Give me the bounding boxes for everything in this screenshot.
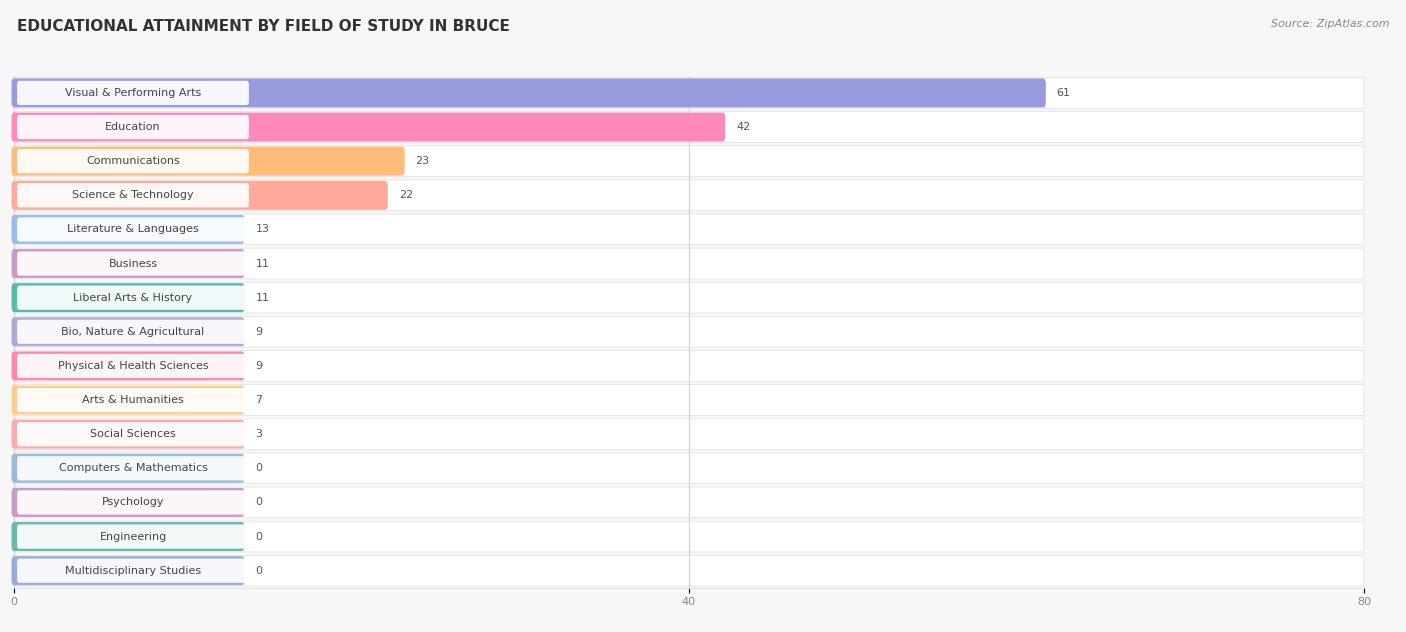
Text: 23: 23 [416,156,430,166]
FancyBboxPatch shape [17,490,249,514]
FancyBboxPatch shape [14,248,1364,279]
FancyBboxPatch shape [14,556,1364,586]
Text: 7: 7 [256,395,263,405]
FancyBboxPatch shape [14,214,1364,245]
Text: Business: Business [108,258,157,269]
FancyBboxPatch shape [14,283,1364,313]
FancyBboxPatch shape [14,180,1364,210]
FancyBboxPatch shape [17,354,249,378]
Text: 9: 9 [256,361,263,371]
FancyBboxPatch shape [17,217,249,241]
FancyBboxPatch shape [11,147,405,176]
Text: Multidisciplinary Studies: Multidisciplinary Studies [65,566,201,576]
FancyBboxPatch shape [11,283,245,312]
FancyBboxPatch shape [14,453,1364,483]
FancyBboxPatch shape [11,78,1046,107]
Text: Computers & Mathematics: Computers & Mathematics [59,463,208,473]
FancyBboxPatch shape [11,351,245,380]
FancyBboxPatch shape [17,286,249,310]
FancyBboxPatch shape [11,386,245,415]
Text: 42: 42 [737,122,751,132]
Text: Source: ZipAtlas.com: Source: ZipAtlas.com [1271,19,1389,29]
Text: Visual & Performing Arts: Visual & Performing Arts [65,88,201,98]
Text: Physical & Health Sciences: Physical & Health Sciences [58,361,208,371]
FancyBboxPatch shape [17,525,249,549]
Text: Engineering: Engineering [100,532,167,542]
FancyBboxPatch shape [14,112,1364,142]
Text: Liberal Arts & History: Liberal Arts & History [73,293,193,303]
FancyBboxPatch shape [11,556,245,585]
Text: Bio, Nature & Agricultural: Bio, Nature & Agricultural [62,327,205,337]
Text: Education: Education [105,122,160,132]
Text: 11: 11 [256,258,270,269]
Text: EDUCATIONAL ATTAINMENT BY FIELD OF STUDY IN BRUCE: EDUCATIONAL ATTAINMENT BY FIELD OF STUDY… [17,19,510,34]
FancyBboxPatch shape [14,351,1364,381]
FancyBboxPatch shape [11,454,245,483]
Text: Science & Technology: Science & Technology [72,190,194,200]
FancyBboxPatch shape [14,419,1364,449]
Text: 0: 0 [256,497,263,507]
Text: 11: 11 [256,293,270,303]
FancyBboxPatch shape [11,522,245,551]
FancyBboxPatch shape [11,181,388,210]
FancyBboxPatch shape [14,317,1364,347]
FancyBboxPatch shape [17,422,249,446]
FancyBboxPatch shape [14,146,1364,176]
FancyBboxPatch shape [17,320,249,344]
Text: 3: 3 [256,429,263,439]
Text: Literature & Languages: Literature & Languages [67,224,198,234]
FancyBboxPatch shape [11,112,725,142]
Text: 0: 0 [256,566,263,576]
Text: 0: 0 [256,532,263,542]
FancyBboxPatch shape [17,149,249,173]
FancyBboxPatch shape [17,388,249,412]
FancyBboxPatch shape [17,456,249,480]
FancyBboxPatch shape [17,81,249,105]
Text: Social Sciences: Social Sciences [90,429,176,439]
Text: Psychology: Psychology [101,497,165,507]
FancyBboxPatch shape [14,487,1364,518]
Text: 13: 13 [256,224,270,234]
FancyBboxPatch shape [11,317,245,346]
FancyBboxPatch shape [14,521,1364,552]
FancyBboxPatch shape [11,215,245,244]
Text: 0: 0 [256,463,263,473]
FancyBboxPatch shape [11,249,245,278]
FancyBboxPatch shape [14,385,1364,415]
FancyBboxPatch shape [17,115,249,139]
FancyBboxPatch shape [14,78,1364,108]
Text: 9: 9 [256,327,263,337]
Text: 61: 61 [1057,88,1071,98]
FancyBboxPatch shape [11,420,245,449]
FancyBboxPatch shape [17,183,249,207]
FancyBboxPatch shape [11,488,245,517]
FancyBboxPatch shape [17,252,249,276]
Text: 22: 22 [399,190,413,200]
FancyBboxPatch shape [17,559,249,583]
Text: Arts & Humanities: Arts & Humanities [82,395,184,405]
Text: Communications: Communications [86,156,180,166]
